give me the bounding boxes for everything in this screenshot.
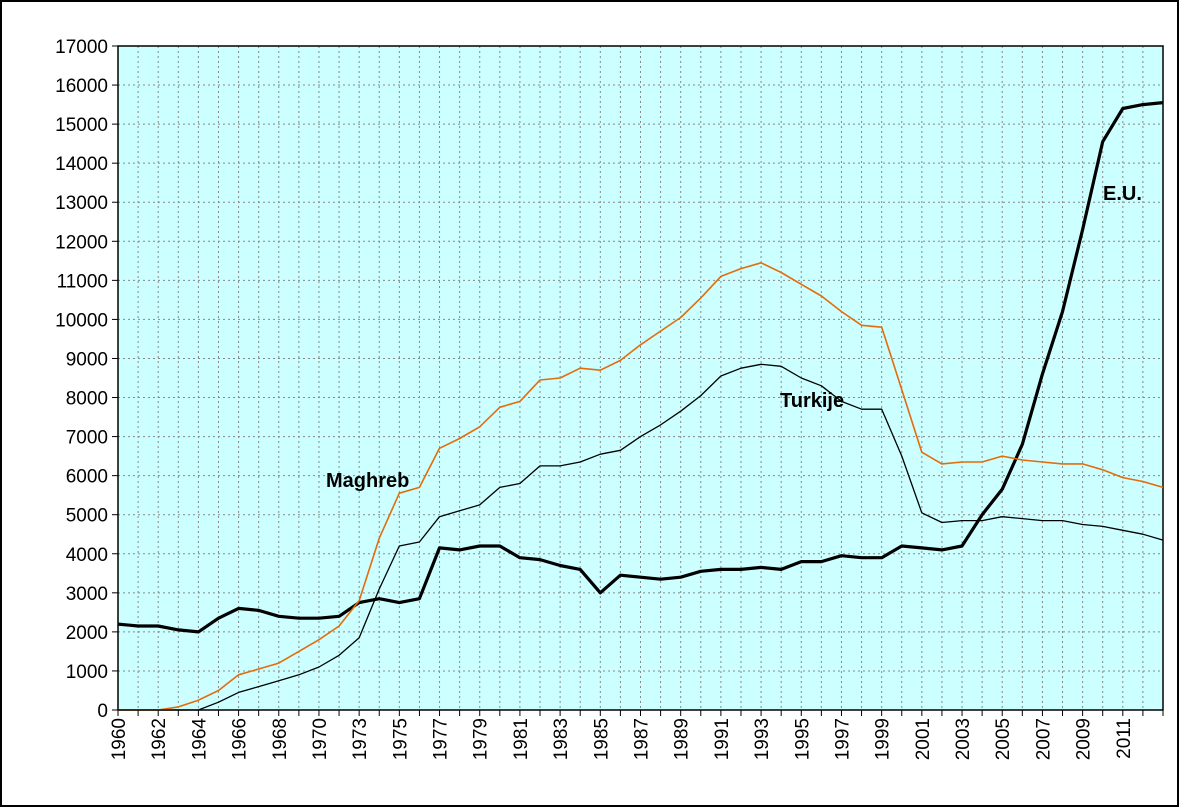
y-tick-label: 6000 (66, 467, 108, 488)
series-line (118, 363, 1164, 711)
y-tick-label: 17000 (55, 37, 108, 58)
y-tick-label: 8000 (66, 389, 108, 410)
annotation: Turkije (780, 390, 844, 412)
x-tick-label: 1975 (390, 718, 411, 760)
plot-area (118, 46, 1163, 710)
x-tick-label: 2011 (1114, 718, 1135, 759)
x-tick-label: 1962 (149, 718, 170, 760)
x-tick-label: 1995 (792, 718, 813, 760)
y-tick-label: 14000 (55, 154, 108, 175)
y-tick-label: 10000 (55, 310, 108, 331)
y-tick-label: 11000 (57, 271, 108, 292)
x-tick-label: 1989 (672, 718, 693, 760)
x-tick-label: 1968 (270, 718, 291, 760)
y-tick-label: 16000 (55, 76, 108, 97)
x-tick-label: 1985 (591, 718, 612, 760)
x-tick-label: 1991 (712, 718, 733, 760)
y-tick-label: 7000 (66, 428, 108, 449)
x-tick-label: 1966 (230, 718, 251, 760)
x-tick-label: 1999 (873, 718, 894, 760)
y-tick-label: 2000 (66, 623, 108, 644)
x-tick-label: 1964 (189, 718, 210, 761)
y-tick-label: 4000 (66, 545, 108, 566)
y-tick-label: 15000 (55, 115, 108, 136)
y-tick-label: 5000 (66, 506, 108, 527)
x-tick-label: 1983 (551, 718, 572, 760)
series-line (117, 101, 1164, 634)
y-tick-label: 1000 (66, 662, 108, 683)
series-line (118, 262, 1164, 711)
annotation: E.U. (1103, 183, 1142, 205)
x-tick-label: 1977 (431, 718, 452, 760)
x-tick-label: 1987 (632, 718, 653, 760)
y-tick-label: 13000 (55, 193, 108, 214)
x-tick-label: 2001 (913, 718, 934, 760)
x-tick-label: 1979 (471, 718, 492, 760)
x-tick-label: 1993 (752, 718, 773, 760)
x-tick-label: 2003 (953, 718, 974, 760)
x-tick-label: 1960 (109, 718, 130, 760)
y-tick-label: 3000 (66, 584, 108, 605)
x-tick-label: 1997 (832, 718, 853, 760)
x-tick-label: 2009 (1074, 718, 1095, 760)
y-tick-label: 0 (97, 701, 108, 722)
x-tick-label: 1970 (310, 718, 331, 760)
x-tick-label: 2007 (1033, 718, 1054, 760)
y-tick-label: 12000 (55, 232, 108, 253)
x-tick-label: 1981 (511, 718, 532, 760)
annotation: Maghreb (326, 470, 409, 492)
x-tick-label: 2005 (993, 718, 1014, 760)
y-tick-label: 9000 (66, 349, 108, 370)
x-tick-label: 1973 (350, 718, 371, 760)
